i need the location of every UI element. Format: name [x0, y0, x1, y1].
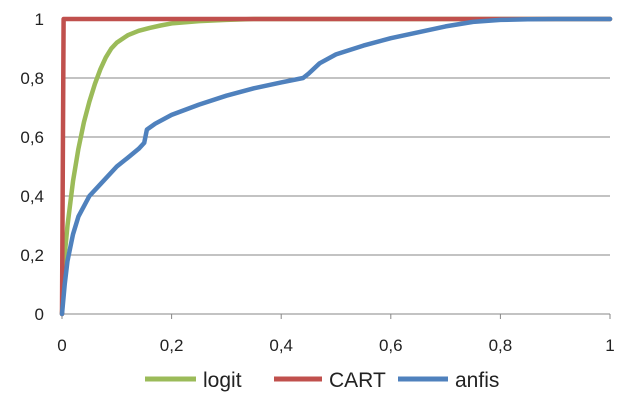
y-tick-label-3: 0,6: [20, 128, 44, 147]
legend-label-logit: logit: [203, 369, 242, 392]
x-tick-label-2: 0,4: [269, 336, 293, 355]
y-tick-label-5: 1: [35, 10, 44, 29]
y-tick-label-0: 0: [35, 305, 44, 324]
x-tick-label-3: 0,6: [379, 336, 403, 355]
x-tick-label-5: 1: [605, 336, 614, 355]
series-lines: [59, 16, 613, 317]
x-tick-label-0: 0: [57, 336, 66, 355]
series-line-anfis: [59, 16, 613, 317]
legend-label-cart: CART: [329, 369, 386, 392]
axes: [61, 313, 611, 319]
x-tick-label-4: 0,8: [489, 336, 513, 355]
legend: logit CART anfis: [145, 369, 499, 392]
y-tick-label-1: 0,2: [20, 246, 44, 265]
series-line-cart: [59, 16, 613, 317]
y-tick-label-4: 0,8: [20, 69, 44, 88]
legend-label-anfis: anfis: [455, 369, 499, 392]
series-line-logit: [59, 16, 613, 317]
x-tick-label-1: 0,2: [160, 336, 184, 355]
y-tick-label-2: 0,4: [20, 187, 44, 206]
tick-labels: 0 0,2 0,4 0,6 0,8 1 0 0,2 0,4 0,6 0,8 1: [20, 10, 614, 355]
